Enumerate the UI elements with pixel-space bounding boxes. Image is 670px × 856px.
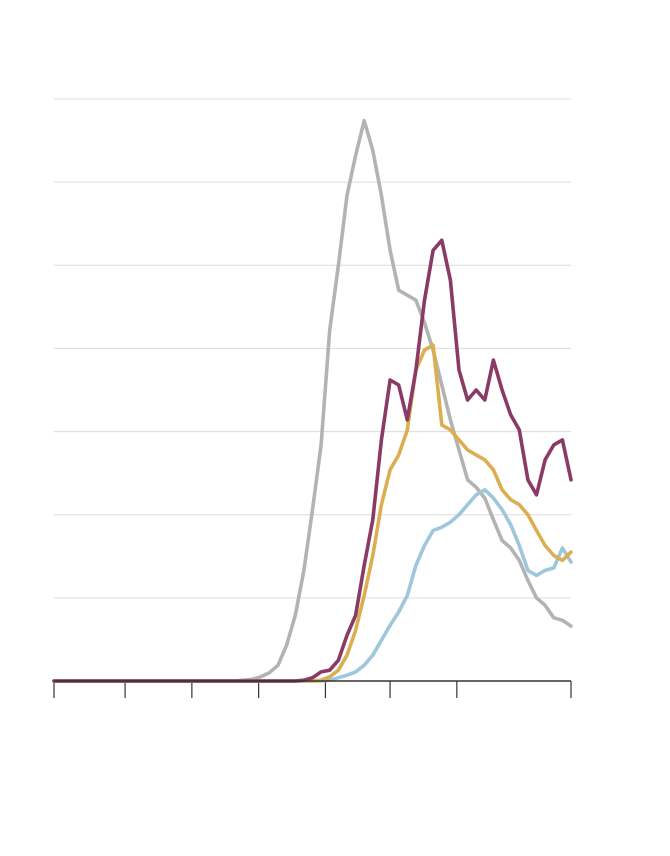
series-line xyxy=(52,238,573,683)
series-line xyxy=(52,118,573,683)
